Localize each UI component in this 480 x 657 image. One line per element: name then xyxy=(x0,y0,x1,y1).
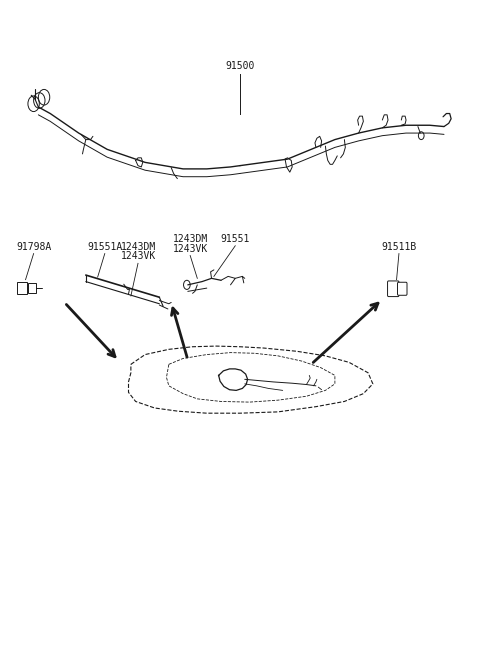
Text: 1243VK: 1243VK xyxy=(120,252,156,261)
Text: 91551A: 91551A xyxy=(87,242,122,252)
Text: 91511B: 91511B xyxy=(381,242,417,252)
Text: 1243VK: 1243VK xyxy=(172,244,208,254)
FancyBboxPatch shape xyxy=(387,281,399,296)
Text: 91500: 91500 xyxy=(225,61,255,71)
FancyBboxPatch shape xyxy=(397,283,407,295)
FancyBboxPatch shape xyxy=(17,283,27,294)
Text: 91798A: 91798A xyxy=(16,242,51,252)
FancyBboxPatch shape xyxy=(28,283,36,292)
Text: 1243DM: 1243DM xyxy=(172,234,208,244)
Text: 91551: 91551 xyxy=(221,234,250,244)
Text: 1243DM: 1243DM xyxy=(120,242,156,252)
